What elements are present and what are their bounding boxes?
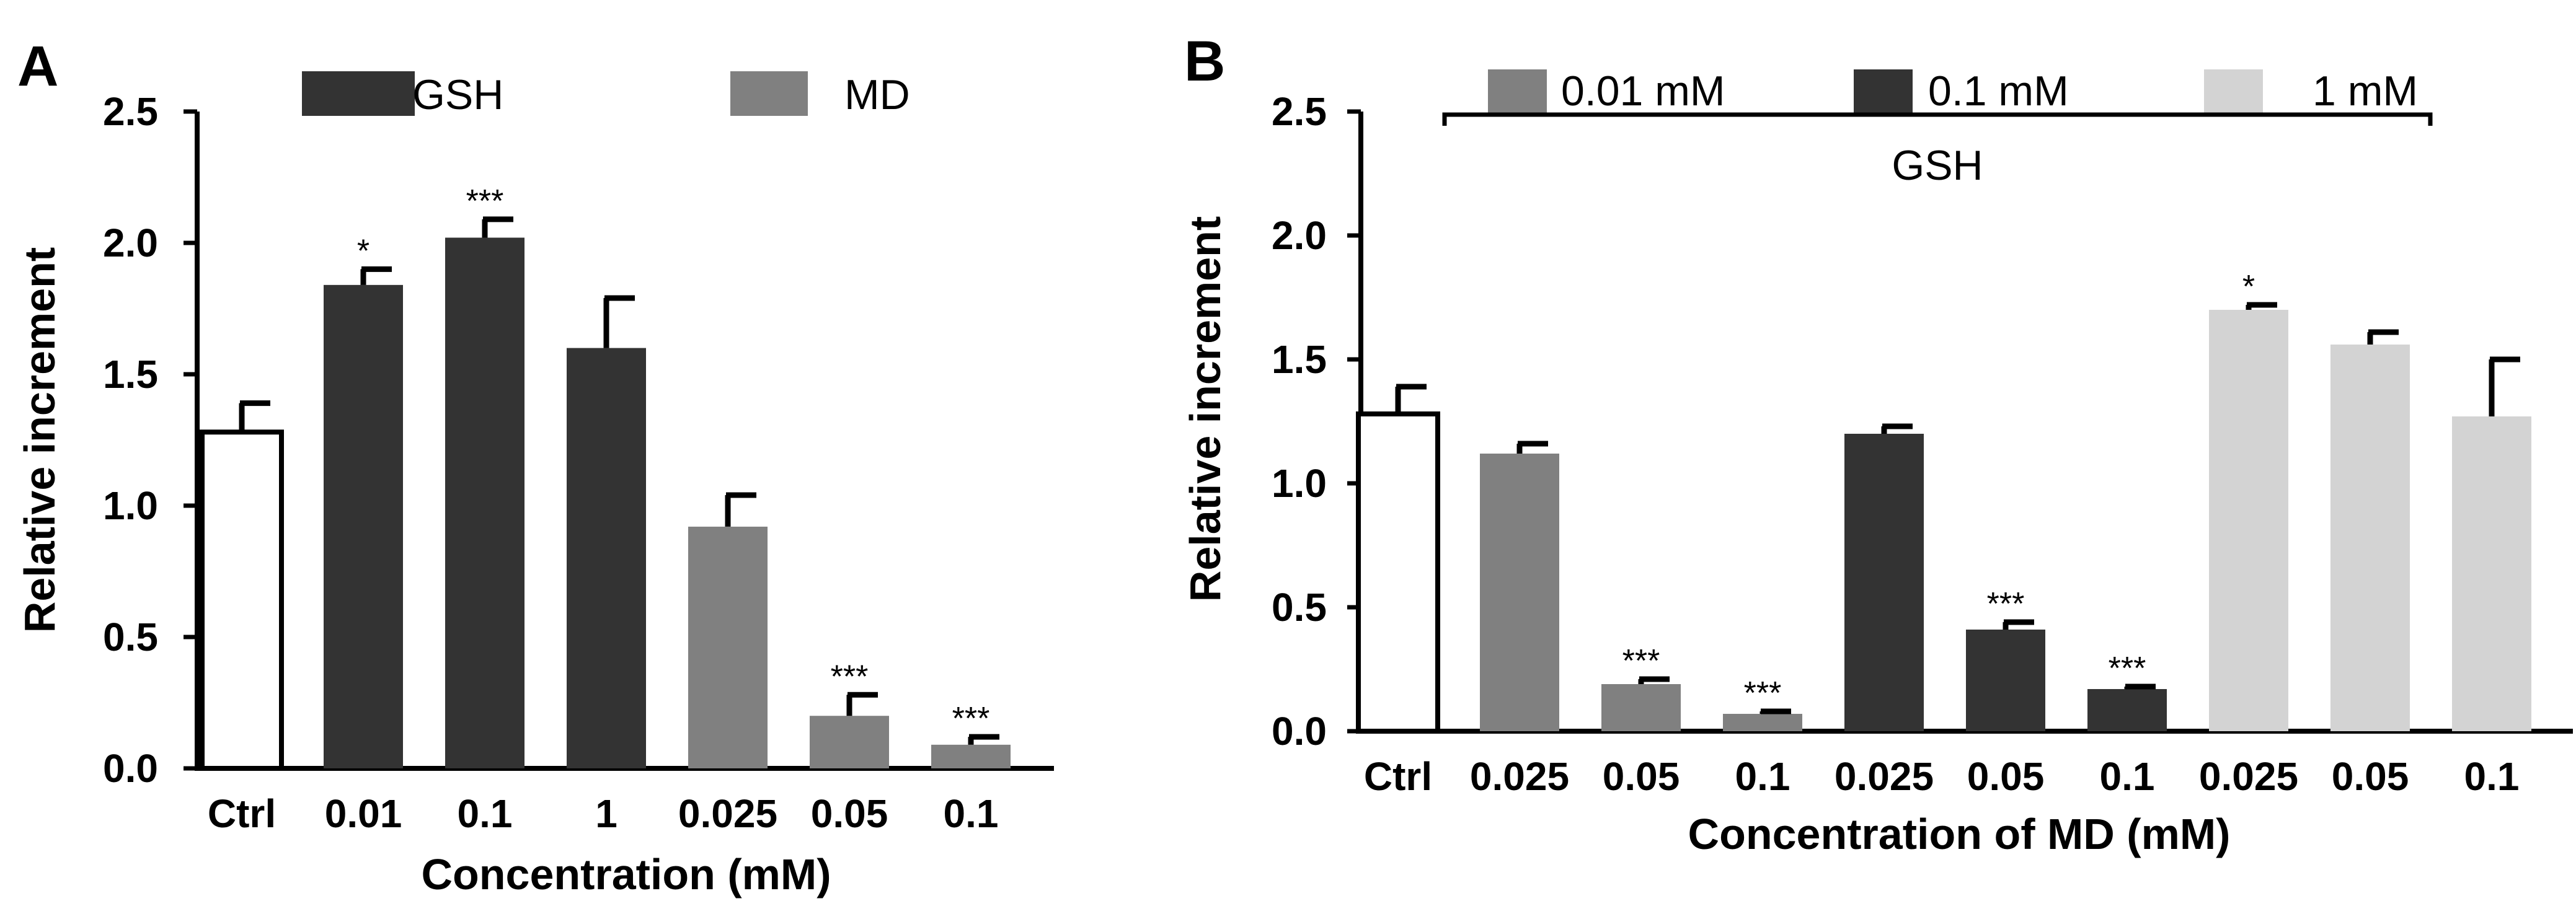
legend-label: 0.01 mM [1561, 68, 1725, 115]
x-tick-label: 0.05 [1603, 754, 1680, 799]
bar [1966, 630, 2045, 731]
bar [567, 348, 646, 768]
bar [2452, 416, 2531, 731]
legend-swatch [1488, 69, 1547, 114]
x-tick-label: 0.1 [2100, 754, 2155, 799]
significance-marker: * [2242, 269, 2255, 305]
x-tick-label: 0.025 [678, 791, 777, 836]
bar [1356, 411, 1440, 734]
bar [1844, 434, 1924, 731]
legend-swatch [730, 71, 808, 116]
bar [2330, 345, 2410, 731]
legend-swatch [302, 71, 415, 116]
legend-panel-a: GSH MD [302, 71, 910, 118]
legend-label: GSH [412, 71, 503, 118]
y-tick-label: 0.5 [1272, 585, 1327, 630]
x-tick-label: 1 [595, 791, 617, 836]
y-tick-label: 0.0 [1272, 709, 1327, 754]
y-tick-label: 1.5 [1272, 337, 1327, 382]
bars-panel-b: ************* [1356, 269, 2531, 734]
x-tick-label: 0.05 [1967, 754, 2045, 799]
legend-label: 0.1 mM [1928, 68, 2069, 115]
y-axis-title-a: Relative increment [15, 247, 64, 633]
x-tick-label: 0.1 [458, 791, 513, 836]
y-tick-label: 1.5 [103, 352, 158, 397]
panel-letter-b: B [1184, 30, 1225, 93]
chart-panel-a: A GSH MD 0.00.51.01.52.02.5 ********** Ct… [15, 35, 1054, 899]
bars-panel-a: ********** [200, 183, 1011, 771]
bar [200, 429, 284, 771]
legend-swatch [2204, 69, 2263, 114]
x-axis-title-a: Concentration (mM) [421, 850, 831, 899]
significance-marker: *** [2109, 651, 2146, 687]
legend-panel-b: 0.01 mM 0.1 mM 1 mM [1488, 68, 2418, 115]
panel-letter-a: A [17, 35, 58, 98]
x-tick-label: 0.05 [2332, 754, 2409, 799]
x-tick-label: 0.1 [944, 791, 999, 836]
x-tick-label: 0.01 [325, 791, 402, 836]
y-axis-title-b: Relative increment [1181, 216, 1229, 602]
bar [1480, 454, 1559, 731]
y-tick-label: 0.5 [103, 615, 158, 659]
y-tick-label: 1.0 [103, 483, 158, 528]
significance-marker: *** [1622, 643, 1660, 679]
legend-label: 1 mM [2313, 68, 2418, 115]
y-tick-label: 2.0 [1272, 213, 1327, 258]
bar [2209, 310, 2288, 731]
y-ticks-a: 0.0 0.5 1.0 1.5 2.0 2.5 [103, 89, 197, 791]
legend-label: MD [844, 71, 910, 118]
x-tick-label: 0.025 [1470, 754, 1569, 799]
y-ticks-b: 0.0 0.5 1.0 1.5 2.0 2.5 [1272, 89, 1361, 754]
significance-marker: *** [466, 183, 504, 219]
legend-bracket-b [1442, 112, 2433, 126]
y-tick-label: 2.5 [103, 89, 158, 134]
y-tick-label: 2.5 [1272, 89, 1327, 134]
x-tick-label: Ctrl [208, 791, 276, 836]
chart-panel-b: B 0.01 mM 0.1 mM 1 mM GSH 0.0 0.5 1.0 1.5 2.0 2… [1181, 30, 2573, 858]
x-tick-labels-b: Ctrl 0.025 0.05 0.1 0.025 0.05 0.1 0.025 0.05 0.1 [1364, 754, 2520, 799]
significance-marker: *** [952, 701, 990, 737]
x-tick-label: 0.1 [1735, 754, 1790, 799]
y-tick-label: 1.0 [1272, 461, 1327, 506]
legend-swatch [1854, 69, 1913, 114]
bar [810, 716, 889, 768]
bar [445, 237, 524, 768]
significance-marker: *** [1744, 675, 1782, 711]
x-tick-label: Ctrl [1364, 754, 1432, 799]
significance-marker: *** [1987, 586, 2025, 622]
y-tick-label: 0.0 [103, 746, 158, 791]
bar [2087, 689, 2167, 731]
x-tick-labels-a: Ctrl 0.01 0.1 1 0.025 0.05 0.1 [208, 791, 999, 836]
bar [1723, 714, 1802, 731]
x-tick-label: 0.1 [2464, 754, 2520, 799]
bar [688, 526, 768, 768]
x-axis-title-b: Concentration of MD (mM) [1688, 810, 2231, 858]
y-tick-label: 2.0 [103, 221, 158, 265]
x-tick-label: 0.05 [811, 791, 888, 836]
bar [1601, 684, 1681, 731]
bar [931, 744, 1011, 768]
legend-group-label-b: GSH [1892, 142, 1983, 189]
x-tick-label: 0.025 [1835, 754, 1934, 799]
bar [324, 284, 403, 769]
significance-marker: * [357, 233, 370, 269]
significance-marker: *** [831, 659, 869, 695]
x-tick-label: 0.025 [2199, 754, 2298, 799]
